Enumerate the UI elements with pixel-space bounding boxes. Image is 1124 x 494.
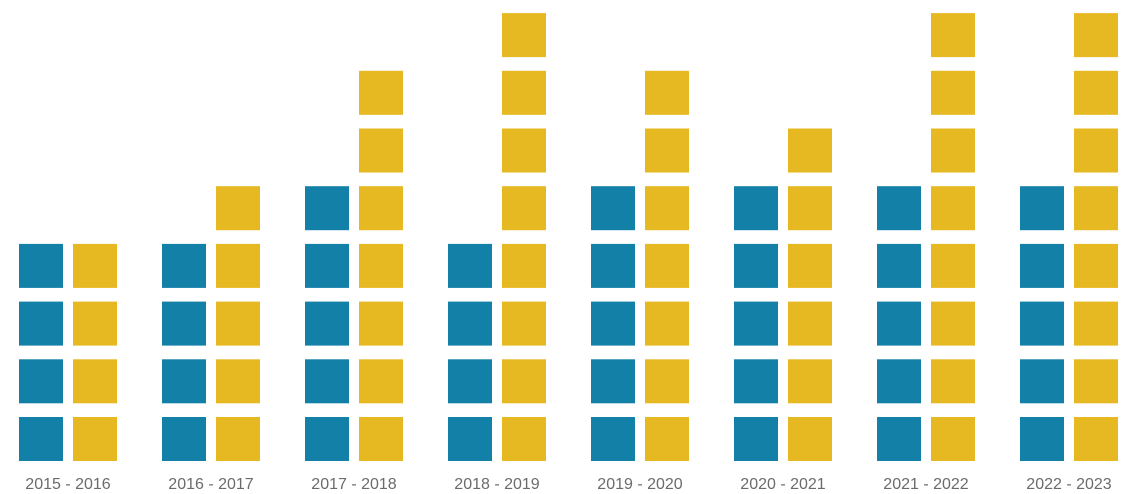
- unit-square: [359, 359, 403, 404]
- x-tick-label: 2017 - 2018: [311, 476, 397, 493]
- unit-square: [162, 359, 206, 404]
- unit-square: [877, 186, 921, 231]
- unit-square: [359, 301, 403, 346]
- unit-square: [162, 417, 206, 461]
- unit-square: [1074, 70, 1118, 115]
- unit-square: [1020, 359, 1064, 404]
- unit-square: [591, 301, 635, 346]
- unit-square: [734, 186, 778, 231]
- unit-square: [502, 13, 546, 58]
- unit-square: [734, 359, 778, 404]
- unit-square: [931, 301, 975, 346]
- unit-square: [448, 417, 492, 461]
- unit-square: [216, 186, 260, 231]
- unit-square: [931, 243, 975, 288]
- x-tick-label: 2015 - 2016: [25, 476, 111, 493]
- unit-square: [73, 301, 117, 346]
- unit-square: [1074, 359, 1118, 404]
- unit-square: [734, 301, 778, 346]
- x-tick-label: 2016 - 2017: [168, 476, 254, 493]
- unit-square: [1074, 13, 1118, 58]
- unit-square: [502, 243, 546, 288]
- unit-square: [19, 301, 63, 346]
- unit-square: [788, 359, 832, 404]
- unit-square: [931, 13, 975, 58]
- unit-square: [162, 243, 206, 288]
- unit-square: [216, 301, 260, 346]
- unit-square: [1020, 301, 1064, 346]
- unit-square: [448, 243, 492, 288]
- unit-square: [359, 186, 403, 231]
- unit-square: [931, 70, 975, 115]
- x-tick-label: 2022 - 2023: [1026, 476, 1112, 493]
- unit-square: [73, 417, 117, 461]
- unit-square: [502, 359, 546, 404]
- x-tick-label: 2020 - 2021: [740, 476, 826, 493]
- unit-square: [788, 301, 832, 346]
- unit-square: [877, 243, 921, 288]
- unit-square: [734, 417, 778, 461]
- unit-square: [734, 243, 778, 288]
- unit-square: [931, 417, 975, 461]
- unit-square: [645, 128, 689, 173]
- unit-square: [788, 128, 832, 173]
- unit-square: [1074, 128, 1118, 173]
- unit-square: [73, 359, 117, 404]
- unit-square: [502, 128, 546, 173]
- unit-square: [931, 359, 975, 404]
- unit-square: [645, 186, 689, 231]
- unit-square: [305, 359, 349, 404]
- unit-square: [305, 301, 349, 346]
- unit-square: [1074, 301, 1118, 346]
- unit-square: [19, 417, 63, 461]
- unit-square: [788, 186, 832, 231]
- unit-square: [788, 243, 832, 288]
- unit-square: [216, 417, 260, 461]
- unit-square: [591, 243, 635, 288]
- unit-square: [1074, 243, 1118, 288]
- unit-square: [645, 301, 689, 346]
- unit-square: [645, 243, 689, 288]
- unit-square: [19, 359, 63, 404]
- unit-square: [502, 70, 546, 115]
- unit-square: [591, 186, 635, 231]
- unit-square: [1074, 186, 1118, 231]
- unit-square: [19, 243, 63, 288]
- unit-square: [216, 243, 260, 288]
- unit-square: [162, 301, 206, 346]
- unit-square: [645, 70, 689, 115]
- unit-square: [877, 301, 921, 346]
- unit-square: [216, 359, 260, 404]
- x-tick-label: 2018 - 2019: [454, 476, 540, 493]
- unit-square: [448, 301, 492, 346]
- unit-square: [1020, 243, 1064, 288]
- unit-square: [359, 70, 403, 115]
- unit-square: [305, 243, 349, 288]
- unit-square: [1074, 417, 1118, 461]
- unit-square: [788, 417, 832, 461]
- unit-square: [591, 417, 635, 461]
- unit-square: [1020, 417, 1064, 461]
- unit-square: [359, 243, 403, 288]
- unit-square: [359, 417, 403, 461]
- unit-square: [931, 128, 975, 173]
- unit-square: [877, 359, 921, 404]
- unit-square: [591, 359, 635, 404]
- unit-square: [502, 301, 546, 346]
- unit-square: [931, 186, 975, 231]
- unit-square: [359, 128, 403, 173]
- x-tick-label: 2021 - 2022: [883, 476, 969, 493]
- unit-square: [305, 417, 349, 461]
- unit-square: [1020, 186, 1064, 231]
- unit-square: [448, 359, 492, 404]
- unit-square: [502, 417, 546, 461]
- unit-square: [645, 359, 689, 404]
- unit-square: [73, 243, 117, 288]
- unit-square: [502, 186, 546, 231]
- unit-square: [305, 186, 349, 231]
- unit-square: [645, 417, 689, 461]
- x-tick-label: 2019 - 2020: [597, 476, 683, 493]
- unit-square: [877, 417, 921, 461]
